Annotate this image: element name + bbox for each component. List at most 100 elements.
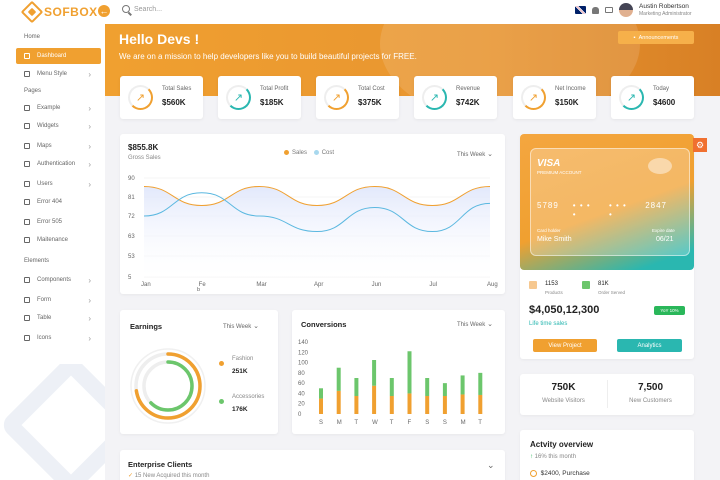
sidebar-item-components[interactable]: Components › xyxy=(16,272,101,288)
sidebar-item-authentication[interactable]: Authentication › xyxy=(16,156,101,172)
legend-cost: Cost xyxy=(321,150,335,157)
conversions-period-select[interactable]: This Week xyxy=(457,320,493,328)
logo[interactable]: SOFBOX xyxy=(20,0,98,24)
sidebar-item-icon xyxy=(24,237,30,243)
visa-num-1: 5789 xyxy=(537,201,559,210)
sidebar-item-maps[interactable]: Maps › xyxy=(16,138,101,154)
y-tick-label: 80 xyxy=(298,371,305,377)
sales-subtitle: Gross Sales xyxy=(128,155,161,161)
logo-text: SOFBOX xyxy=(44,5,98,19)
sidebar-item-maitenance[interactable]: Maitenance xyxy=(16,232,101,248)
bell-icon[interactable] xyxy=(592,6,599,14)
mail-icon[interactable] xyxy=(605,7,613,13)
chevron-right-icon: › xyxy=(88,103,91,113)
y-tick-label: 90 xyxy=(128,176,135,182)
y-tick-label: 20 xyxy=(298,402,305,408)
collapse-sidebar-button[interactable]: ← xyxy=(98,5,110,17)
bar-top xyxy=(425,378,430,396)
products-label: Products xyxy=(545,290,563,295)
activity-item-text: $2400, Purchase xyxy=(540,470,590,478)
chevron-right-icon: › xyxy=(88,179,91,189)
earnings-title: Earnings xyxy=(130,322,163,331)
section-home: Home xyxy=(24,34,41,40)
stat-card-total-cost: ↗ Total Cost $375K xyxy=(316,76,399,119)
earnings-card: Earnings This Week Fashion 251K Accessorie… xyxy=(120,310,278,434)
section-pages: Pages xyxy=(24,88,42,94)
settings-gear-icon[interactable]: ⚙ xyxy=(693,138,707,152)
chevron-right-icon: › xyxy=(88,121,91,131)
balance-amount: $4,050,12,300 xyxy=(529,304,600,316)
accessories-arc xyxy=(142,360,194,412)
bar-base xyxy=(425,396,430,414)
sidebar-item-label: Error 404 xyxy=(37,199,63,205)
y-tick-label: 0 xyxy=(298,412,302,418)
visitors-value: 750K xyxy=(551,382,576,393)
earnings-donut-chart xyxy=(130,348,206,424)
sidebar-item-label: Dashboard xyxy=(37,53,67,59)
trend-arrow-icon: ↗ xyxy=(521,85,546,110)
bar-base xyxy=(389,396,394,414)
sidebar-item-example[interactable]: Example › xyxy=(16,100,101,116)
top-bar: SOFBOX ← Search... Austin Robertson Mark… xyxy=(0,0,720,24)
chevron-down-icon[interactable]: ⌄ xyxy=(487,460,495,470)
user-info[interactable]: Austin Robertson Marketing Administrator xyxy=(639,3,692,17)
chevron-right-icon: › xyxy=(88,141,91,151)
trend-arrow-icon: ↗ xyxy=(422,85,447,110)
announcements-button[interactable]: ▪ Announcements xyxy=(618,31,694,44)
sidebar-item-icon xyxy=(24,297,30,303)
bar-base xyxy=(319,398,323,414)
stat-card-today: ↗ Today $4600 xyxy=(611,76,694,119)
visitors-divider xyxy=(607,380,608,408)
orders-label: Order Served xyxy=(598,290,626,295)
sidebar-item-label: Example xyxy=(37,105,61,111)
search-input[interactable]: Search... xyxy=(134,5,163,13)
legend-dot xyxy=(219,361,224,366)
sidebar-item-table[interactable]: Table › xyxy=(16,310,101,326)
sales-period-select[interactable]: This Week xyxy=(457,150,493,158)
visa-sub: PREMIUM ACCOUNT xyxy=(537,170,582,175)
fashion-arc xyxy=(134,352,202,420)
bar-top xyxy=(442,383,447,396)
stat-label: Net Income xyxy=(555,86,586,92)
stat-card-total-profit: ↗ Total Profit $185K xyxy=(218,76,301,119)
x-tick-label: S xyxy=(443,420,447,426)
sidebar-item-label: Icons xyxy=(37,335,52,341)
sidebar-item-icon xyxy=(24,53,30,59)
donut-outer-ring xyxy=(130,348,206,424)
earnings-legend-value: 176K xyxy=(232,406,248,413)
sidebar-item-menu-style[interactable]: Menu Style › xyxy=(16,66,101,82)
y-tick-label: 81 xyxy=(128,195,135,201)
sidebar-item-widgets[interactable]: Widgets › xyxy=(16,118,101,134)
analytics-button[interactable]: Analytics xyxy=(617,339,682,352)
visa-glass xyxy=(530,148,690,256)
sidebar-item-error-404[interactable]: Error 404 xyxy=(16,194,101,210)
sidebar-item-label: Components xyxy=(37,277,72,283)
visa-brand: VISA xyxy=(537,158,561,169)
products-value: 1153 xyxy=(545,281,558,287)
sidebar-item-form[interactable]: Form › xyxy=(16,292,101,308)
products-icon xyxy=(529,281,537,289)
stat-card-total-sales: ↗ Total Sales $560K xyxy=(120,76,203,119)
activity-growth: ↑ 16% this month xyxy=(530,454,576,460)
sidebar-item-icon xyxy=(24,315,30,321)
expire-label: Expire date xyxy=(652,228,675,233)
sidebar-item-dashboard[interactable]: Dashboard xyxy=(16,48,101,64)
x-tick-label: M xyxy=(337,420,342,426)
avatar[interactable] xyxy=(619,3,633,17)
view-project-button[interactable]: View Project xyxy=(533,339,597,352)
sales-line xyxy=(143,185,491,206)
activity-item: $2400, Purchase xyxy=(530,470,590,477)
y-tick-label: 40 xyxy=(298,391,305,397)
stat-label: Revenue xyxy=(456,86,481,92)
earnings-period-select[interactable]: This Week xyxy=(223,322,259,330)
check-icon: ✓ xyxy=(128,473,134,479)
sidebar-item-icons[interactable]: Icons › xyxy=(16,330,101,346)
sidebar-item-users[interactable]: Users › xyxy=(16,176,101,192)
sidebar-item-error-505[interactable]: Error 505 xyxy=(16,214,101,230)
search-bar[interactable]: Search... xyxy=(122,5,162,13)
bar-base xyxy=(354,396,359,414)
uk-flag-icon[interactable] xyxy=(575,6,586,14)
bar-base xyxy=(478,394,483,414)
stat-label: Total Profit xyxy=(260,86,289,92)
sidebar-item-icon xyxy=(24,277,30,283)
